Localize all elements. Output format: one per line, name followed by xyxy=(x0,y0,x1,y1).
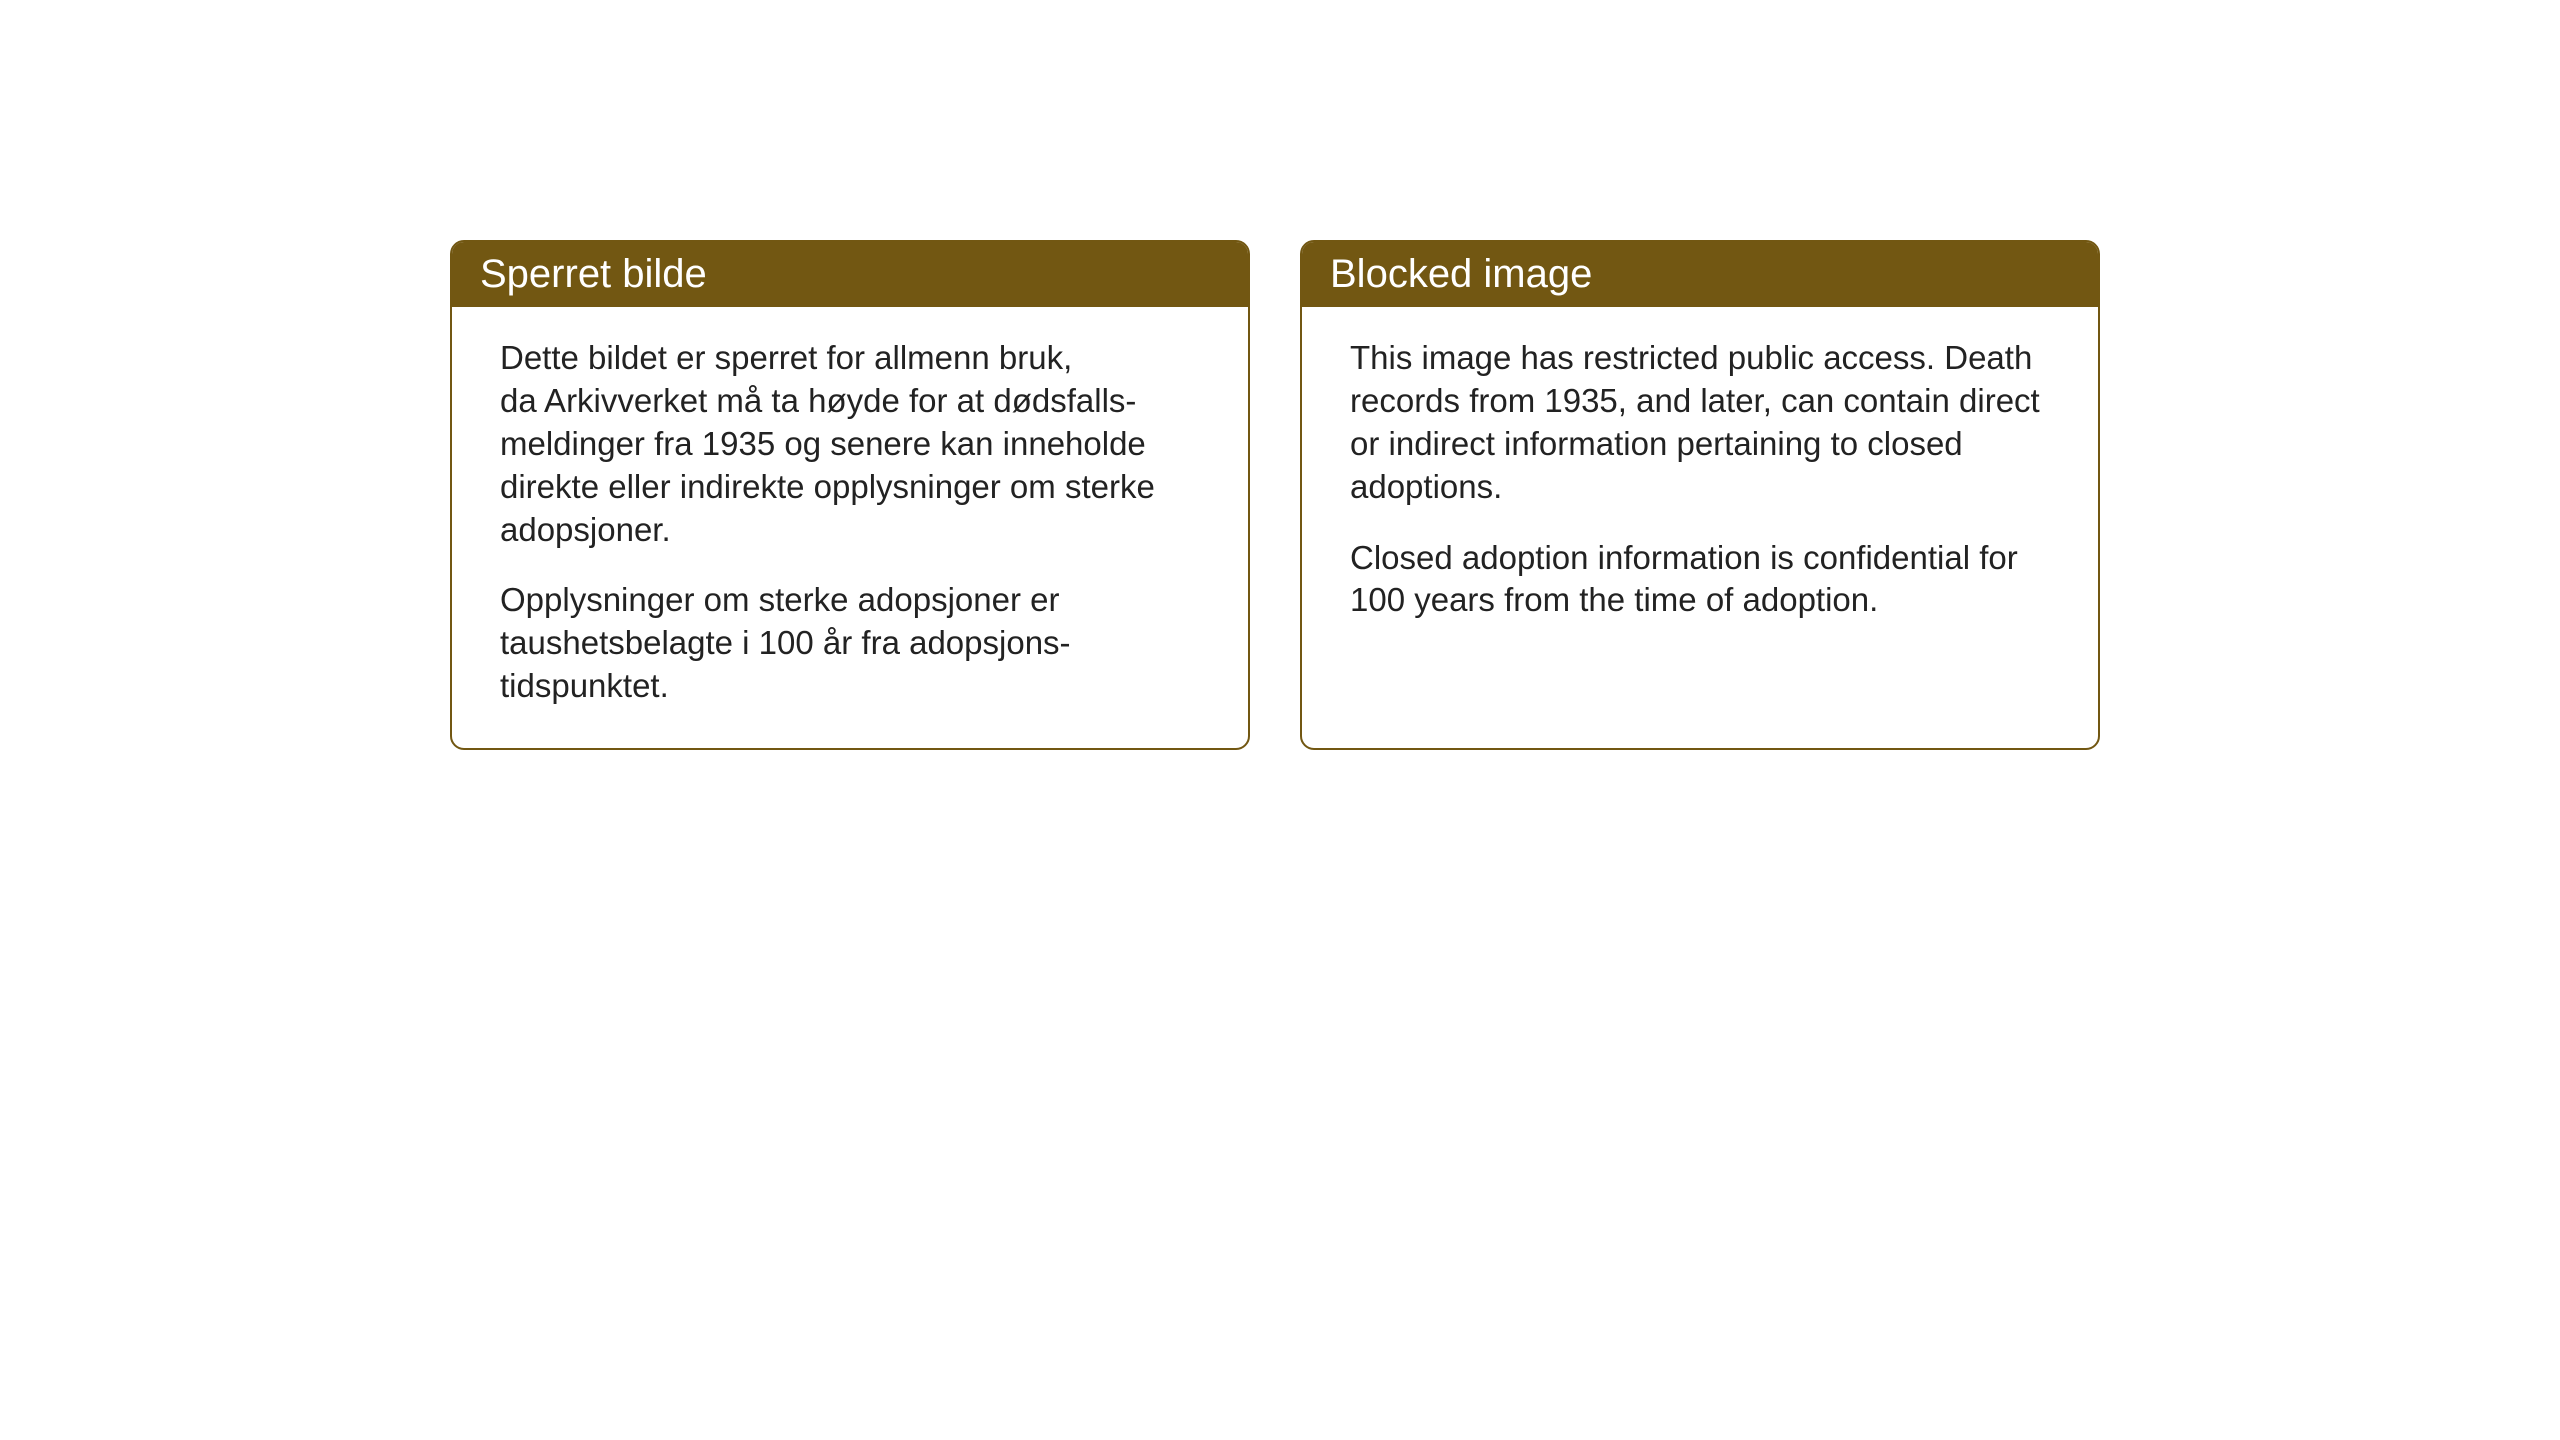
card-body-english: This image has restricted public access.… xyxy=(1302,307,2098,694)
card-title: Blocked image xyxy=(1330,252,1592,296)
card-paragraph: Closed adoption information is confident… xyxy=(1350,537,2050,623)
card-header-english: Blocked image xyxy=(1302,242,2098,307)
notice-container: Sperret bilde Dette bildet er sperret fo… xyxy=(450,240,2100,750)
notice-card-english: Blocked image This image has restricted … xyxy=(1300,240,2100,750)
card-body-norwegian: Dette bildet er sperret for allmenn bruk… xyxy=(452,307,1248,748)
card-paragraph: Opplysninger om sterke adopsjoner er tau… xyxy=(500,579,1200,708)
card-header-norwegian: Sperret bilde xyxy=(452,242,1248,307)
notice-card-norwegian: Sperret bilde Dette bildet er sperret fo… xyxy=(450,240,1250,750)
card-paragraph: This image has restricted public access.… xyxy=(1350,337,2050,509)
card-title: Sperret bilde xyxy=(480,252,707,296)
card-paragraph: Dette bildet er sperret for allmenn bruk… xyxy=(500,337,1200,551)
